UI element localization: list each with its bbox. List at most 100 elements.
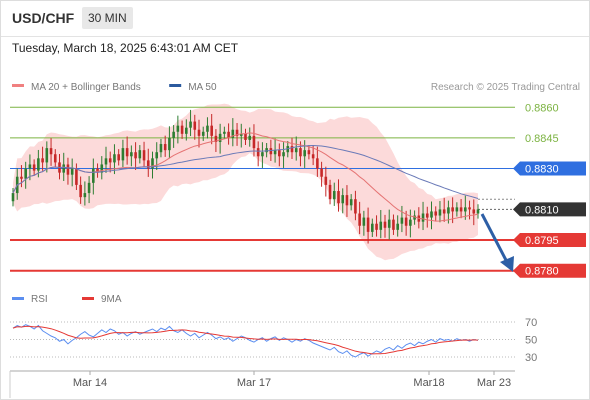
candle-body bbox=[252, 135, 256, 149]
candle-body bbox=[180, 125, 184, 134]
level-tag-0.8780 bbox=[513, 263, 586, 278]
candle-body bbox=[53, 154, 57, 163]
level-tag-0.8810 bbox=[513, 202, 586, 217]
candle-body bbox=[159, 144, 163, 153]
candle-body bbox=[28, 164, 32, 169]
chart-header: USD/CHF 30 MIN bbox=[0, 0, 590, 37]
candle-body bbox=[121, 148, 125, 161]
candle-body bbox=[425, 213, 429, 218]
candle-body bbox=[142, 150, 146, 161]
candle-body bbox=[248, 135, 252, 140]
candle-body bbox=[421, 213, 425, 222]
candle-body bbox=[134, 152, 137, 159]
candle-body bbox=[62, 164, 66, 173]
candle-body bbox=[396, 223, 399, 230]
candle-body bbox=[464, 207, 467, 212]
candle-body bbox=[100, 164, 104, 173]
candle-body bbox=[41, 158, 44, 163]
rsi-tick-30: 30 bbox=[525, 352, 537, 364]
x-tick-label-3: Mar 23 bbox=[477, 377, 511, 389]
candle-body bbox=[37, 158, 40, 171]
candle-body bbox=[113, 154, 116, 163]
candle-body bbox=[256, 148, 260, 157]
bollinger-band bbox=[13, 103, 478, 261]
candle-body bbox=[379, 221, 383, 230]
candle-body bbox=[438, 209, 442, 216]
candle-body bbox=[455, 207, 459, 212]
candle-body bbox=[20, 176, 23, 179]
rsi-legend-swatch-1 bbox=[82, 297, 94, 300]
rsi-line bbox=[12, 324, 479, 358]
candle-body bbox=[311, 154, 315, 159]
candle-body bbox=[476, 209, 480, 214]
candle-body bbox=[392, 219, 395, 230]
candle-body bbox=[404, 217, 408, 226]
candle-body bbox=[45, 148, 49, 163]
candle-body bbox=[451, 207, 454, 212]
level-label-0.8845: 0.8845 bbox=[525, 133, 559, 145]
candle-body bbox=[383, 221, 387, 228]
candle-body bbox=[206, 125, 209, 132]
candle-body bbox=[358, 213, 361, 226]
candle-body bbox=[49, 148, 53, 155]
candle-body bbox=[108, 158, 112, 163]
candle-body bbox=[273, 150, 277, 155]
candle-body bbox=[70, 168, 74, 175]
candle-body bbox=[214, 135, 218, 142]
candle-body bbox=[104, 158, 108, 165]
candle-body bbox=[155, 152, 159, 159]
candle-body bbox=[151, 158, 154, 169]
candle-body bbox=[371, 223, 374, 232]
candle-body bbox=[265, 148, 268, 153]
candle-body bbox=[294, 148, 298, 153]
candle-body bbox=[341, 195, 345, 204]
rsi-ma-line bbox=[12, 325, 479, 355]
source-credit: Research © 2025 Trading Central bbox=[431, 82, 580, 93]
candle-body bbox=[223, 131, 226, 134]
candle-body bbox=[324, 176, 328, 185]
candle-body bbox=[468, 207, 471, 210]
candle-body bbox=[172, 131, 175, 138]
candle-body bbox=[210, 125, 213, 136]
level-label-0.8780: 0.8780 bbox=[525, 266, 559, 278]
candle-body bbox=[290, 146, 294, 153]
instrument-title: USD/CHF bbox=[12, 10, 75, 26]
level-tag-0.8830 bbox=[513, 161, 586, 176]
candle-body bbox=[337, 191, 340, 204]
candle-body bbox=[197, 129, 201, 136]
candle-body bbox=[320, 168, 323, 177]
candle-body bbox=[261, 152, 264, 157]
candle-body bbox=[413, 215, 416, 220]
candle-body bbox=[125, 148, 129, 157]
candle-body bbox=[83, 193, 87, 198]
candle-body bbox=[168, 137, 171, 151]
x-tick-label-1: Mar 17 bbox=[237, 377, 271, 389]
candle-body bbox=[218, 133, 222, 142]
legend-label-0: MA 20 + Bollinger Bands bbox=[31, 82, 141, 93]
candle-body bbox=[400, 217, 404, 224]
timeframe-badge[interactable]: 30 MIN bbox=[82, 7, 133, 29]
legend-label-1: MA 50 bbox=[188, 82, 217, 93]
candle-body bbox=[75, 168, 78, 185]
candle-body bbox=[332, 191, 336, 200]
level-label-0.8830: 0.8830 bbox=[525, 164, 559, 176]
candle-body bbox=[11, 193, 15, 202]
candle-body bbox=[130, 152, 133, 157]
candle-body bbox=[146, 160, 150, 169]
candle-body bbox=[244, 133, 247, 140]
candle-body bbox=[87, 182, 91, 194]
candle-body bbox=[185, 127, 188, 134]
legend-swatch-1 bbox=[169, 84, 182, 87]
candle-body bbox=[163, 144, 167, 151]
level-label-0.8810: 0.8810 bbox=[525, 204, 559, 216]
candle-body bbox=[235, 129, 239, 136]
candle-body bbox=[79, 184, 82, 198]
candle-body bbox=[472, 209, 476, 214]
rsi-legend-label-1: 9MA bbox=[101, 294, 122, 305]
candle-body bbox=[434, 211, 438, 216]
candle-body bbox=[193, 121, 197, 130]
candle-body bbox=[354, 199, 357, 214]
candle-body bbox=[189, 121, 192, 128]
x-tick-label-0: Mar 14 bbox=[73, 377, 107, 389]
